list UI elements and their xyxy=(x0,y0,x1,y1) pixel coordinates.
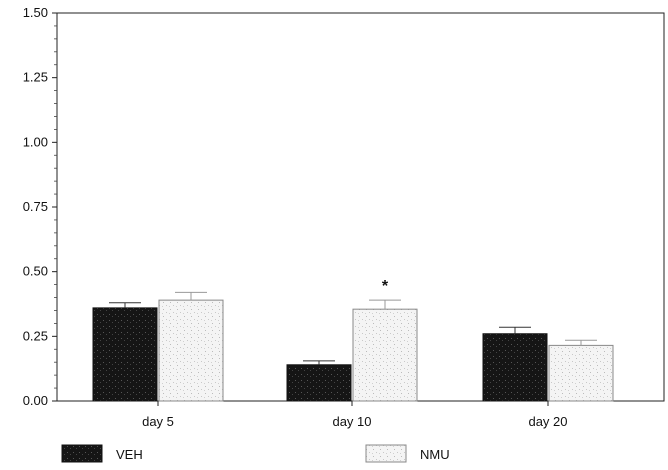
y-tick-label: 0.50 xyxy=(23,264,48,279)
significance-marker: * xyxy=(382,278,389,295)
bar-nmu-day-5 xyxy=(158,299,224,402)
y-tick-label: 1.25 xyxy=(23,70,48,85)
x-category-label: day 20 xyxy=(528,414,567,429)
y-tick-label: 0.25 xyxy=(23,328,48,343)
x-category-label: day 10 xyxy=(332,414,371,429)
bar-nmu-day-20 xyxy=(548,344,614,402)
y-tick-label: 1.50 xyxy=(23,5,48,20)
y-tick-label: 1.00 xyxy=(23,134,48,149)
bar-veh-day-10 xyxy=(286,364,352,402)
y-tick-label: 0.00 xyxy=(23,393,48,408)
legend-swatch-veh xyxy=(61,444,103,463)
bar-veh-day-20 xyxy=(482,333,548,402)
y-tick-label: 0.75 xyxy=(23,199,48,214)
legend-label-veh: VEH xyxy=(116,447,143,462)
bar-veh-day-5 xyxy=(92,307,158,402)
legend-label-nmu: NMU xyxy=(420,447,450,462)
bar-nmu-day-10 xyxy=(352,308,418,402)
x-category-label: day 5 xyxy=(142,414,174,429)
legend-swatch-nmu xyxy=(365,444,407,463)
